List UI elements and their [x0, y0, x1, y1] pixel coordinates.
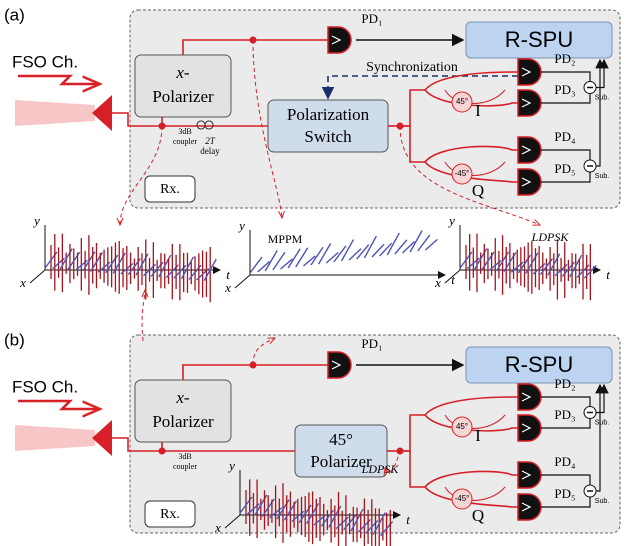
phase-label: 45° — [456, 422, 468, 431]
plot-label: LDPSK — [361, 462, 400, 476]
rx-label: Rx. — [160, 507, 180, 522]
pd-label: PD₄ — [554, 129, 576, 144]
axis — [445, 225, 600, 283]
plot-label: MPPM — [268, 232, 303, 246]
polarizer-label: Polarizer — [152, 412, 214, 431]
wave-blue — [288, 249, 300, 268]
axis-label: t — [606, 267, 610, 282]
sync-label: Synchronization — [366, 60, 458, 75]
axis — [235, 230, 445, 288]
wave-blue — [349, 249, 361, 260]
pd-label: PD₄ — [554, 454, 576, 469]
arm-label: Q — [472, 506, 484, 525]
sub-label: Sub. — [595, 94, 609, 101]
axis-label: y — [447, 213, 455, 228]
plot-label: LDPSK — [531, 230, 570, 244]
wave-blue — [395, 240, 407, 254]
polarizer-label: x- — [175, 63, 190, 82]
phase-label: -45° — [455, 169, 470, 178]
switch-label: Polarization — [287, 105, 370, 124]
axis-label: y — [227, 458, 235, 473]
wave-blue — [372, 244, 384, 257]
pd-label: PD₂ — [554, 51, 575, 66]
channel-label: FSO Ch. — [12, 377, 78, 396]
axis-label: x — [19, 275, 26, 290]
pd-label: PD₅ — [554, 486, 575, 501]
coupler-label: coupler — [173, 462, 197, 471]
wave-blue — [425, 239, 437, 250]
telescope-lens — [92, 420, 112, 456]
axis-label: x — [214, 520, 221, 535]
pd-label: PD₃ — [554, 82, 575, 97]
coupler-label: 3dB — [178, 452, 191, 461]
polarizer-label: Polarizer — [152, 87, 214, 106]
phase-label: 45° — [456, 97, 468, 106]
axis-label: x — [224, 280, 231, 295]
pointer — [142, 290, 145, 341]
delay-label: delay — [200, 146, 220, 156]
axis-label: y — [237, 218, 245, 233]
telescope — [15, 100, 95, 126]
wave-blue — [265, 250, 277, 271]
arm-label: Q — [472, 181, 484, 200]
delay-label: 2T — [205, 136, 216, 146]
pd-label: PD₁ — [361, 336, 382, 351]
fso-arrow — [18, 401, 100, 409]
sub-label: Sub. — [595, 173, 609, 180]
panel-label: (a) — [4, 5, 25, 24]
coupler-label: 3dB — [178, 127, 191, 136]
panel-label: (b) — [4, 330, 25, 349]
axis-label: t — [406, 512, 410, 527]
phase-label: -45° — [455, 494, 470, 503]
rspu-label: R-SPU — [505, 352, 573, 377]
switch-label: Switch — [304, 127, 352, 146]
rx-label: Rx. — [160, 182, 180, 197]
pd-label: PD₁ — [361, 11, 382, 26]
fso-arrow — [18, 76, 100, 84]
wave-blue — [311, 247, 323, 265]
channel-label: FSO Ch. — [12, 52, 78, 71]
telescope — [15, 425, 95, 451]
coupler-label: coupler — [173, 137, 197, 146]
telescope-lens — [92, 95, 112, 131]
rspu-label: R-SPU — [505, 27, 573, 52]
wave-blue — [410, 231, 422, 252]
axis-label: y — [32, 213, 40, 228]
switch-label: 45° — [329, 430, 353, 449]
pd-label: PD₂ — [554, 376, 575, 391]
pd-label: PD₃ — [554, 407, 575, 422]
sub-label: Sub. — [595, 498, 609, 505]
axis-label: x — [434, 275, 441, 290]
diagram: (a)FSO Ch.x-PolarizerPD₁R-SPU3dBcoupler2… — [0, 0, 627, 546]
polarizer-label: x- — [175, 388, 190, 407]
sub-label: Sub. — [595, 419, 609, 426]
arm-label: I — [475, 426, 481, 445]
pd-label: PD₅ — [554, 161, 575, 176]
arm-label: I — [475, 101, 481, 120]
